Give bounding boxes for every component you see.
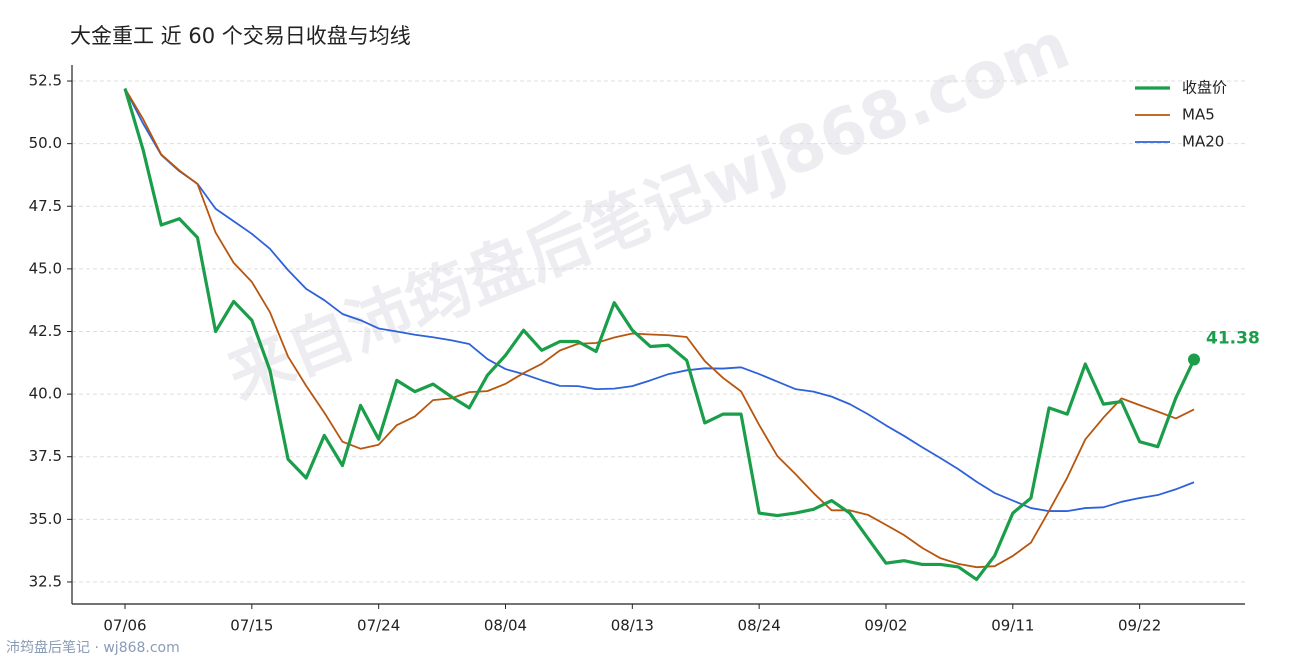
- legend-label: 收盘价: [1182, 79, 1227, 97]
- x-tick-label: 09/02: [864, 617, 907, 635]
- x-tick-label: 08/04: [484, 617, 527, 635]
- x-tick-label: 09/22: [1118, 617, 1161, 635]
- x-tick-label: 07/06: [103, 617, 146, 635]
- y-tick-label: 50.0: [29, 134, 62, 152]
- last-value-label: 41.38: [1206, 329, 1260, 349]
- watermark: 来自沛筠盘后笔记wj868.com: [218, 9, 1080, 415]
- x-tick-label: 07/24: [357, 617, 400, 635]
- y-tick-label: 40.0: [29, 385, 62, 403]
- x-tick-label: 08/13: [611, 617, 654, 635]
- y-tick-label: 35.0: [29, 510, 62, 528]
- x-tick-label: 07/15: [230, 617, 273, 635]
- line-series: [124, 88, 1195, 512]
- line-series: [123, 88, 1196, 582]
- x-tick-label: 09/11: [991, 617, 1034, 635]
- line-series: [124, 88, 1195, 569]
- chart-title: 大金重工 近 60 个交易日收盘与均线: [70, 24, 411, 48]
- footer: 沛筠盘后笔记 · wj868.com: [6, 639, 180, 656]
- y-tick-label: 42.5: [29, 322, 62, 340]
- x-tick-label: 08/24: [738, 617, 781, 635]
- y-tick-label: 52.5: [29, 72, 62, 90]
- y-tick-label: 45.0: [29, 259, 62, 277]
- y-tick-label: 32.5: [29, 572, 62, 590]
- y-tick-label: 37.5: [29, 447, 62, 465]
- legend-label: MA20: [1182, 133, 1224, 151]
- y-tick-label: 47.5: [29, 197, 62, 215]
- last-point: [1188, 353, 1200, 366]
- legend-label: MA5: [1182, 106, 1215, 124]
